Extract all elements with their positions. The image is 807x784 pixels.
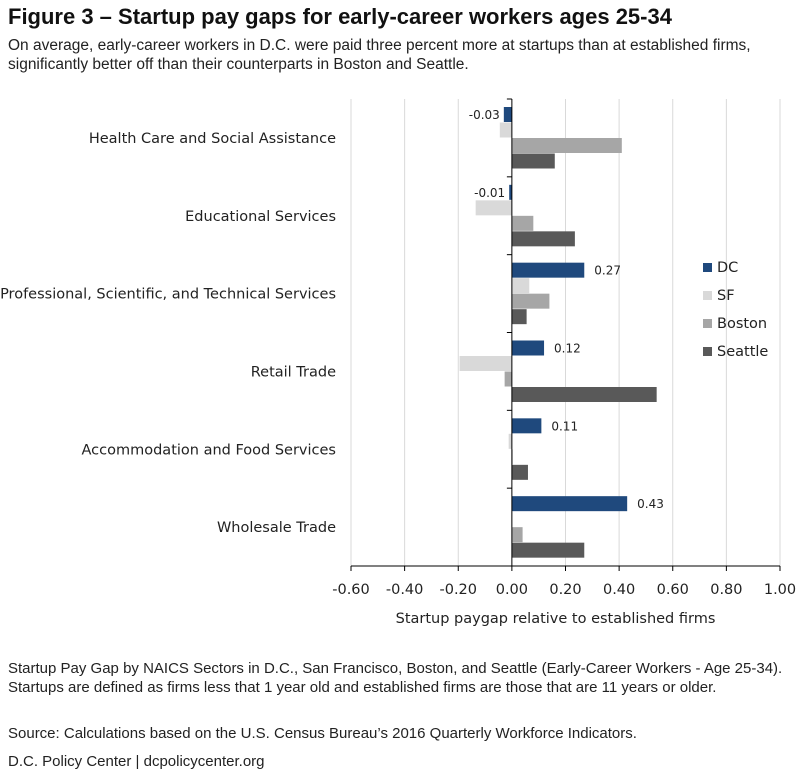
bar-sf (459, 356, 512, 371)
bar-sf (511, 278, 530, 294)
figure-title: Figure 3 – Startup pay gaps for early-ca… (8, 4, 672, 29)
bar-boston (511, 138, 622, 153)
legend-swatch-boston (703, 319, 712, 328)
legend-label: Boston (717, 316, 767, 332)
x-tick-label: 0.00 (496, 582, 528, 598)
bar-dc (511, 340, 545, 356)
legend-swatch-sf (703, 291, 712, 300)
x-tick-label: 0.80 (710, 582, 742, 598)
bar-boston (511, 215, 534, 231)
figure-subtitle: On average, early-career workers in D.C.… (8, 37, 751, 73)
category-label: Educational Services (185, 209, 336, 225)
bar-chart: -0.60 -0.40 -0.20 0.00 0.20 0.40 0.60 0.80 1.00 H… (0, 98, 796, 627)
x-tick-label: 0.40 (603, 582, 635, 598)
x-tick-label: -0.20 (439, 582, 477, 598)
legend-label: DC (717, 260, 738, 276)
category-label: Retail Trade (251, 364, 336, 380)
legend-swatch-dc (703, 263, 712, 272)
data-label: -0.03 (469, 108, 500, 122)
bar-dc (509, 184, 512, 200)
bar-seattle (511, 387, 657, 402)
bar-seattle (511, 542, 585, 558)
category-label: Health Care and Social Assistance (89, 131, 336, 147)
data-label: -0.01 (474, 186, 505, 200)
x-axis-title: Startup paygap relative to established f… (396, 611, 716, 627)
legend-label: Seattle (717, 344, 768, 360)
bar-seattle (511, 309, 527, 325)
bar-sf (475, 200, 512, 216)
data-label: 0.43 (637, 497, 664, 511)
data-label: 0.11 (551, 419, 578, 433)
category-label: Accommodation and Food Services (82, 442, 337, 458)
x-tick-label: 0.20 (549, 582, 581, 598)
category-label: Wholesale Trade (217, 520, 336, 536)
legend-swatch-seattle (703, 347, 712, 356)
bar-boston (504, 371, 512, 387)
bar-dc (511, 496, 628, 512)
x-tick-label: 1.00 (764, 582, 796, 598)
category-label: Professional, Scientific, and Technical … (0, 287, 336, 303)
legend-label: SF (717, 288, 735, 304)
bar-sf (499, 122, 512, 138)
bar-seattle (511, 153, 555, 169)
bar-boston (511, 293, 550, 309)
bar-boston (511, 527, 523, 543)
x-tick-label: -0.40 (386, 582, 424, 598)
credit-note: D.C. Policy Center | dcpolicycenter.org (8, 753, 265, 770)
source-note: Source: Calculations based on the U.S. C… (8, 725, 637, 742)
bar-sf (508, 433, 512, 449)
bar-dc (503, 107, 512, 122)
bar-seattle (511, 231, 575, 247)
bar-dc (511, 418, 542, 434)
bar-seattle (511, 464, 528, 480)
x-tick-label: 0.60 (657, 582, 689, 598)
bar-dc (511, 262, 585, 278)
data-label: 0.27 (594, 264, 621, 278)
x-tick-label: -0.60 (332, 582, 370, 598)
chart-note: Startup Pay Gap by NAICS Sectors in D.C.… (8, 660, 783, 696)
data-label: 0.12 (554, 342, 581, 356)
